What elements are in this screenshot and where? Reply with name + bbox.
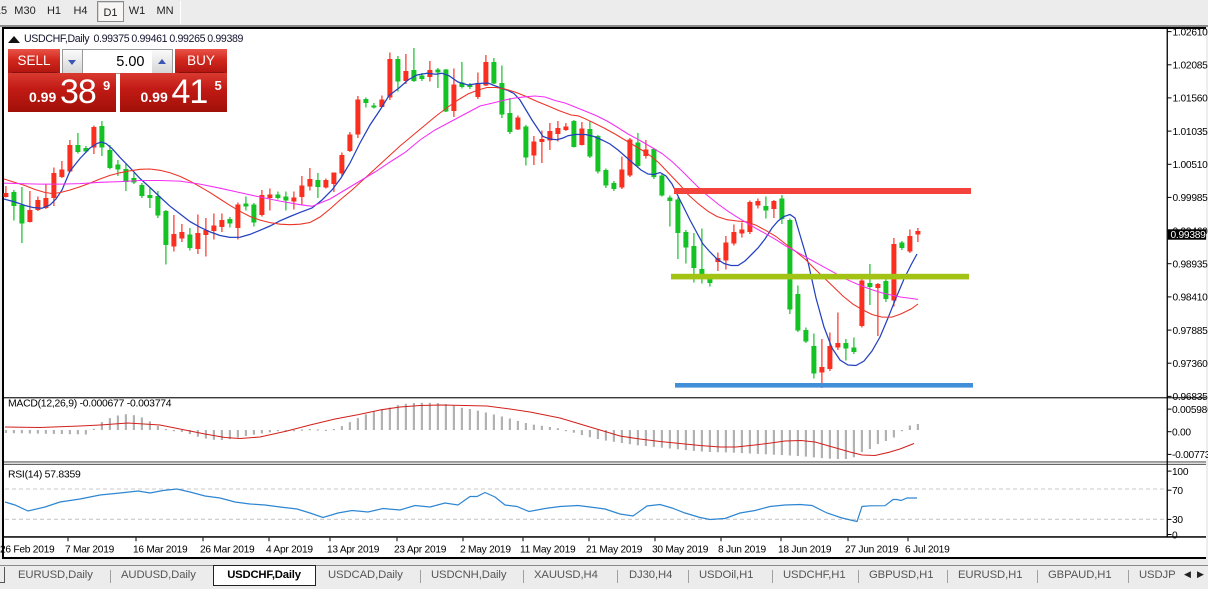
svg-text:0.97885: 0.97885	[1173, 326, 1208, 337]
svg-text:0: 0	[1172, 530, 1178, 541]
svg-text:30: 30	[1172, 515, 1183, 526]
svg-text:1.01560: 1.01560	[1173, 94, 1208, 105]
svg-text:26 Feb 2019: 26 Feb 2019	[0, 544, 55, 555]
svg-text:21 May 2019: 21 May 2019	[586, 544, 643, 555]
svg-text:23 Apr 2019: 23 Apr 2019	[394, 544, 447, 555]
svg-text:-0.00773: -0.00773	[1172, 450, 1208, 461]
svg-text:0.99985: 0.99985	[1173, 193, 1208, 204]
svg-text:26 Mar 2019: 26 Mar 2019	[200, 544, 255, 555]
svg-text:100: 100	[1172, 467, 1189, 478]
svg-text:7 Mar 2019: 7 Mar 2019	[65, 544, 115, 555]
svg-text:1.02610: 1.02610	[1173, 27, 1208, 38]
svg-text:30 May 2019: 30 May 2019	[652, 544, 709, 555]
svg-text:2 May 2019: 2 May 2019	[460, 544, 511, 555]
svg-text:16 Mar 2019: 16 Mar 2019	[133, 544, 188, 555]
svg-text:18 Jun 2019: 18 Jun 2019	[778, 544, 832, 555]
svg-text:70: 70	[1172, 486, 1183, 497]
svg-text:0.97360: 0.97360	[1173, 359, 1208, 370]
svg-text:0.99389: 0.99389	[1171, 230, 1207, 241]
svg-text:6 Jul 2019: 6 Jul 2019	[905, 544, 950, 555]
svg-text:0.005986: 0.005986	[1172, 405, 1208, 416]
svg-text:1.02085: 1.02085	[1173, 61, 1208, 72]
svg-text:13 Apr 2019: 13 Apr 2019	[327, 544, 380, 555]
svg-text:RSI(14) 57.8359: RSI(14) 57.8359	[8, 470, 81, 481]
svg-text:0.98410: 0.98410	[1173, 293, 1208, 304]
svg-text:0.96835: 0.96835	[1173, 392, 1208, 403]
svg-text:1.01035: 1.01035	[1173, 127, 1208, 138]
svg-text:1.00510: 1.00510	[1173, 160, 1208, 171]
svg-text:0.98935: 0.98935	[1173, 260, 1208, 271]
svg-text:MACD(12,26,9) -0.000677 -0.003: MACD(12,26,9) -0.000677 -0.003774	[8, 399, 172, 410]
svg-text:0.00: 0.00	[1172, 428, 1191, 439]
svg-text:4 Apr 2019: 4 Apr 2019	[266, 544, 313, 555]
svg-text:11 May 2019: 11 May 2019	[520, 544, 576, 555]
svg-text:8 Jun 2019: 8 Jun 2019	[718, 544, 766, 555]
svg-text:27 Jun 2019: 27 Jun 2019	[845, 544, 899, 555]
